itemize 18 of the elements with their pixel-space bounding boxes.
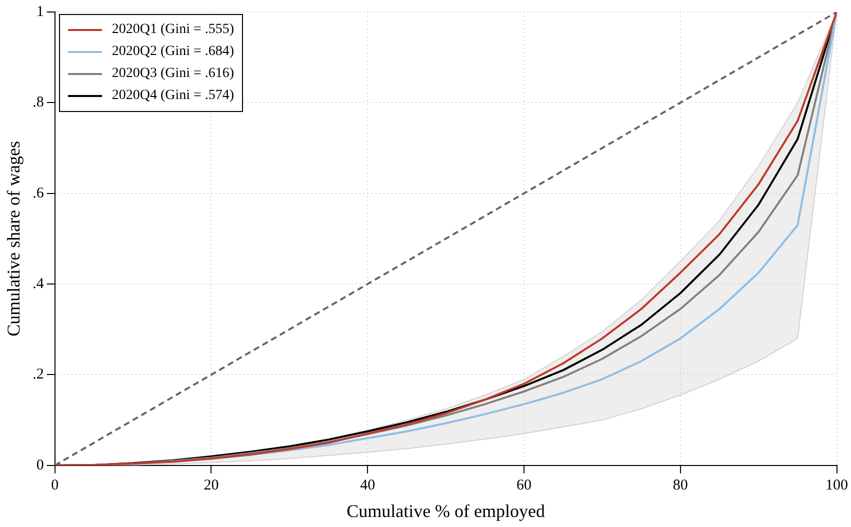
y-tick-label: .4 [32, 276, 44, 292]
y-tick-label: 1 [36, 4, 44, 20]
y-axis-title: Cumulative share of wages [4, 140, 24, 336]
legend-label: 2020Q2 (Gini = .684) [112, 44, 234, 60]
x-tick-label: 80 [672, 477, 688, 494]
y-tick-label: .2 [32, 366, 44, 383]
y-tick-label: 0 [36, 457, 44, 474]
y-tick-label: .6 [32, 185, 44, 202]
legend-label: 2020Q4 (Gini = .574) [112, 88, 234, 104]
y-tick-label: .8 [32, 94, 44, 111]
x-tick-label: 40 [360, 477, 376, 494]
x-tick-label: 20 [204, 477, 219, 494]
x-axis-title: Cumulative % of employed [346, 500, 546, 521]
legend-label: 2020Q1 (Gini = .555) [112, 22, 234, 38]
x-tick-label: 100 [826, 477, 848, 494]
x-tick-label: 0 [51, 477, 59, 494]
legend-label: 2020Q3 (Gini = .616) [112, 66, 234, 82]
x-tick-label: 60 [516, 477, 532, 494]
